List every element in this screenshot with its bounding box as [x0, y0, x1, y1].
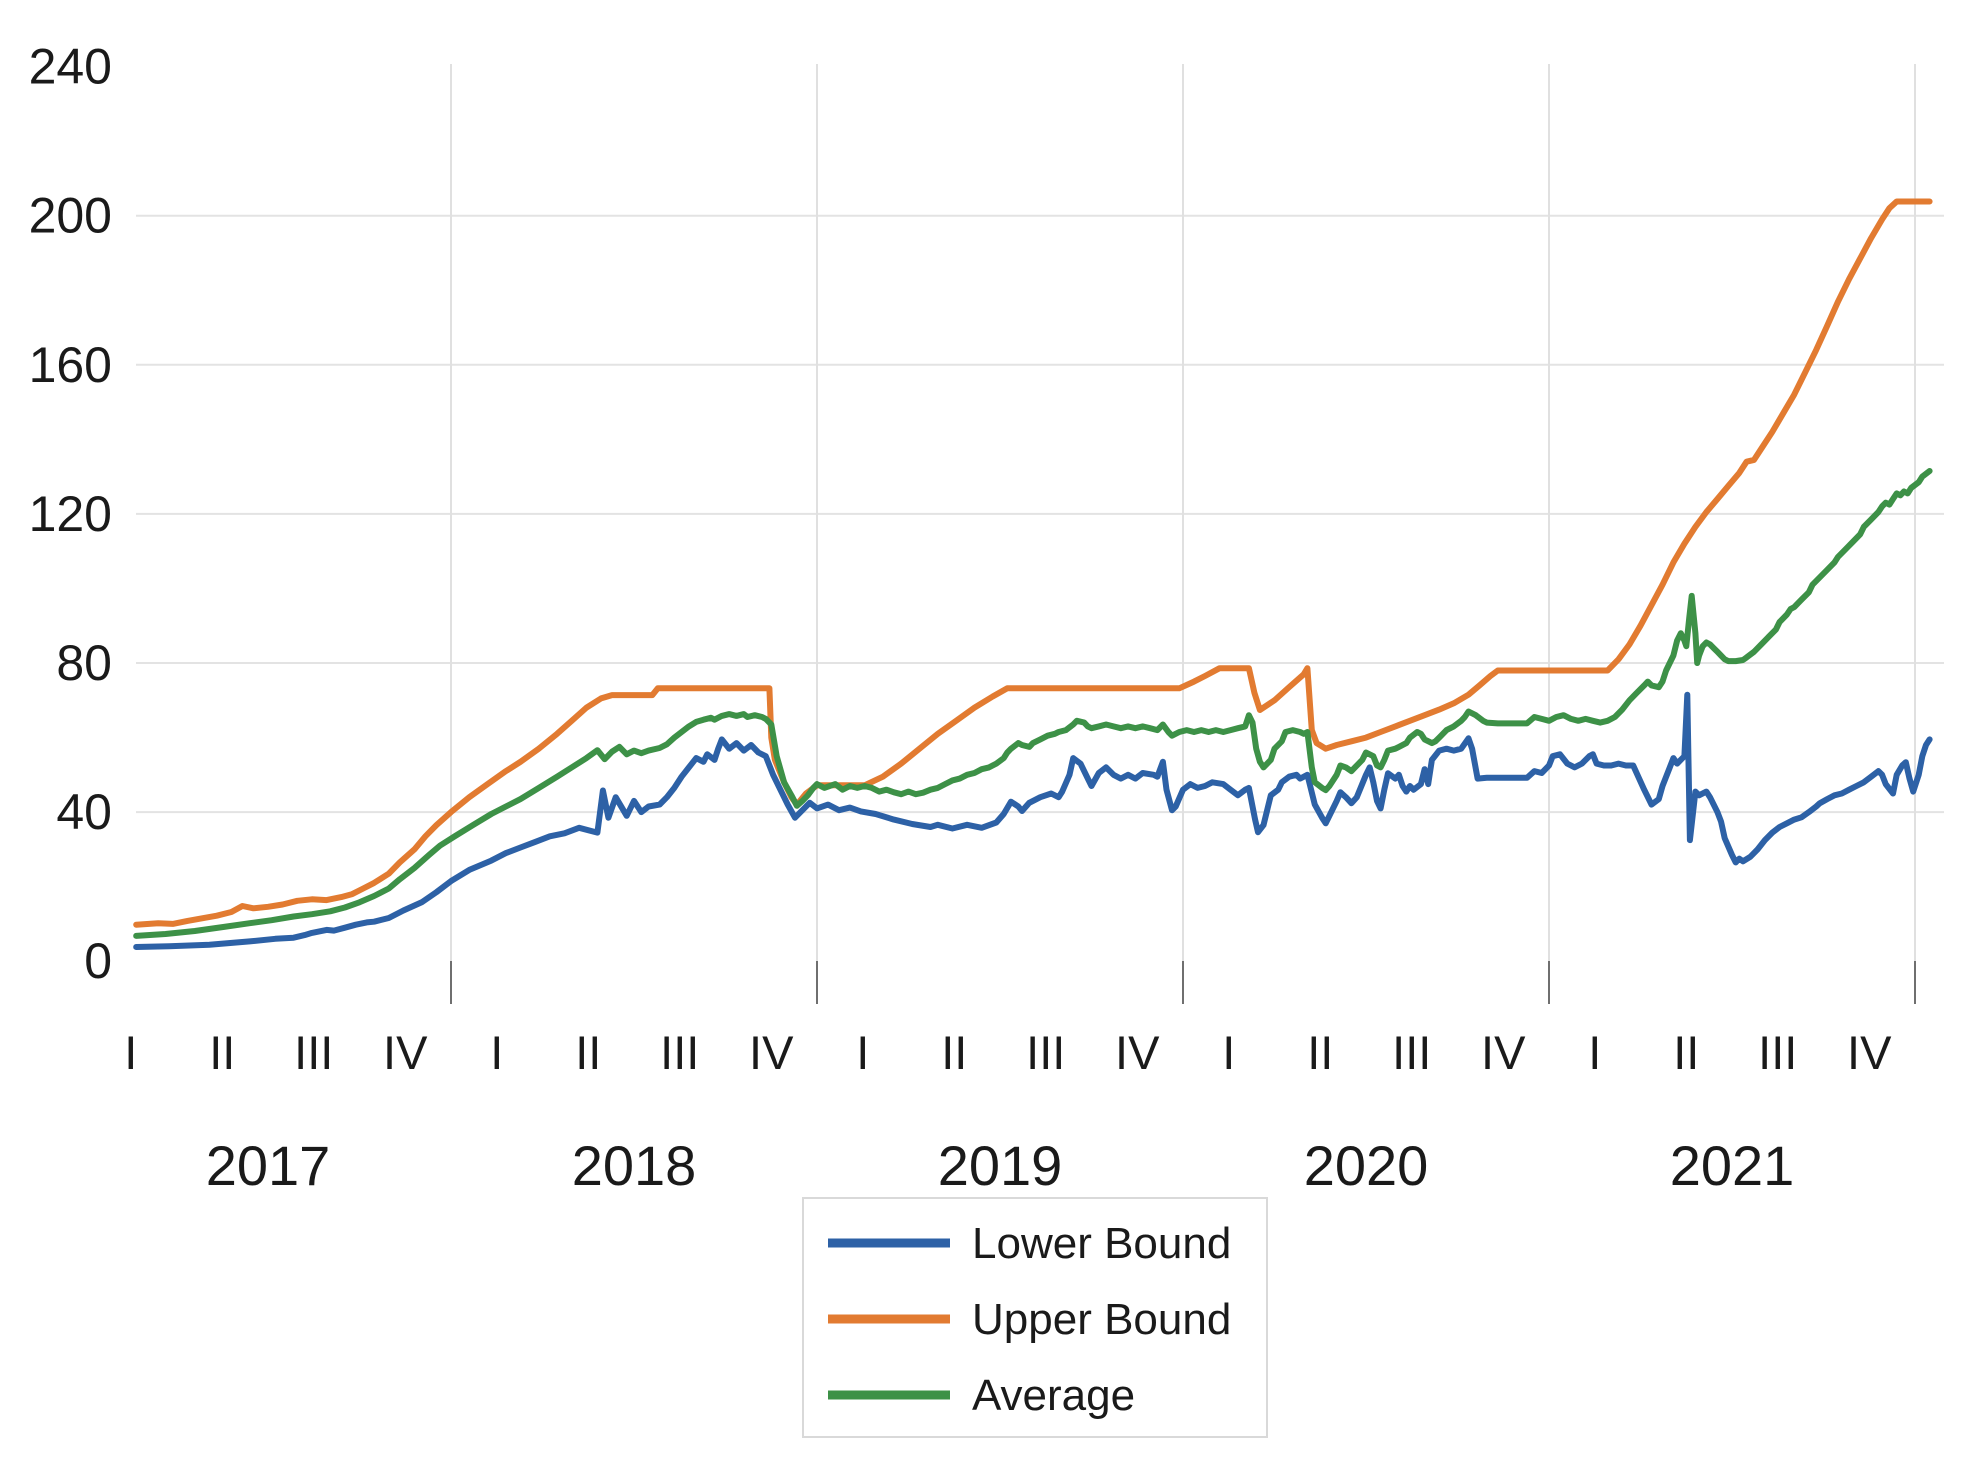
quarter-label-2021-III: III: [1758, 1026, 1797, 1079]
quarter-label-2019-I: I: [856, 1026, 869, 1079]
x-axis-year-labels: 2017 2018 2019 2020 2021: [206, 1134, 1795, 1197]
year-label-2021: 2021: [1670, 1134, 1795, 1197]
year-separator-lines: [450, 64, 1916, 1004]
legend: Lower Bound Upper Bound Average: [802, 1197, 1268, 1438]
quarter-label-2020-I: I: [1222, 1026, 1235, 1079]
legend-label-average: Average: [972, 1371, 1135, 1420]
quarter-label-2017-II: II: [209, 1026, 235, 1079]
quarter-label-2018-II: II: [575, 1026, 601, 1079]
year-label-2017: 2017: [206, 1134, 331, 1197]
y-tick-label-160: 160: [29, 337, 112, 393]
quarter-label-2021-II: II: [1673, 1026, 1699, 1079]
quarter-label-2017-III: III: [294, 1026, 333, 1079]
quarter-label-2021-IV: IV: [1847, 1026, 1892, 1079]
quarter-label-2019-III: III: [1026, 1026, 1065, 1079]
series-lines: [133, 198, 1933, 950]
series-line-upper: [133, 198, 1933, 928]
quarter-label-2017-IV: IV: [383, 1026, 428, 1079]
quarter-label-2017-I: I: [124, 1026, 137, 1079]
x-axis-quarter-labels: I II III IV I II III IV I II III IV I II III IV I II III IV: [124, 1026, 1892, 1079]
y-tick-label-120: 120: [29, 486, 112, 542]
quarter-label-2018-IV: IV: [749, 1026, 794, 1079]
series-line-lower: [133, 691, 1933, 950]
gridlines: [136, 214, 1944, 814]
quarter-label-2018-III: III: [660, 1026, 699, 1079]
y-tick-label-240: 240: [29, 39, 112, 95]
quarter-label-2019-II: II: [941, 1026, 967, 1079]
year-label-2019: 2019: [938, 1134, 1063, 1197]
legend-label-lower: Lower Bound: [972, 1219, 1231, 1268]
quarter-label-2021-I: I: [1588, 1026, 1601, 1079]
year-label-2018: 2018: [572, 1134, 697, 1197]
y-axis-tick-labels: 0 40 80 120 160 200 240: [29, 39, 112, 990]
year-label-2020: 2020: [1304, 1134, 1429, 1197]
series-line-average: [133, 468, 1933, 939]
quarter-label-2018-I: I: [490, 1026, 503, 1079]
quarter-label-2020-II: II: [1307, 1026, 1333, 1079]
legend-label-upper: Upper Bound: [972, 1295, 1231, 1344]
quarter-label-2019-IV: IV: [1115, 1026, 1160, 1079]
y-tick-label-0: 0: [84, 933, 112, 989]
quarter-label-2020-III: III: [1392, 1026, 1431, 1079]
y-tick-label-80: 80: [56, 635, 112, 691]
y-tick-label-40: 40: [56, 784, 112, 840]
y-tick-label-200: 200: [29, 188, 112, 244]
quarter-label-2020-IV: IV: [1481, 1026, 1526, 1079]
